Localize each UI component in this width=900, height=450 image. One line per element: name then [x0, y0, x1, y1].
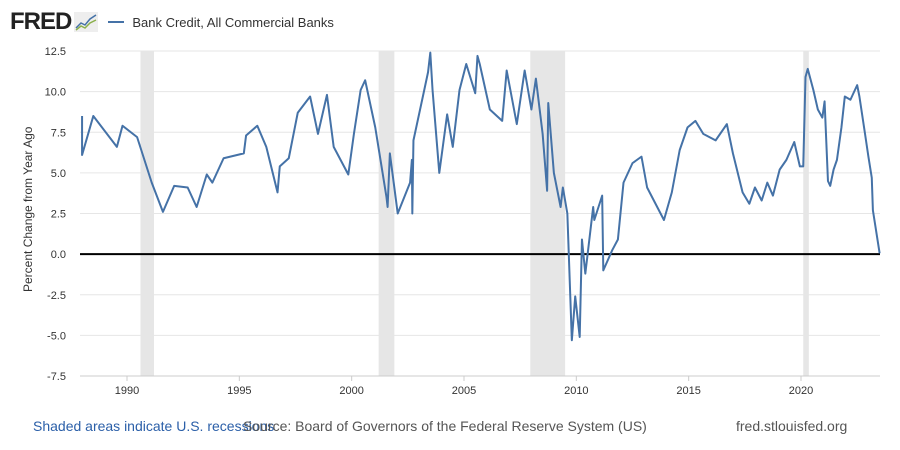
legend-swatch — [108, 21, 125, 23]
y-tick-label: -7.5 — [47, 371, 66, 383]
x-tick-label: 2005 — [452, 385, 476, 397]
series-line — [81, 51, 881, 342]
x-tick-label: 2000 — [339, 385, 363, 397]
y-tick-label: 5.0 — [51, 168, 66, 180]
header: FRED Bank Credit, All Commercial Banks — [10, 8, 334, 36]
legend: Bank Credit, All Commercial Banks — [108, 15, 334, 30]
x-tick-label: 2020 — [789, 385, 813, 397]
fred-logo[interactable]: FRED — [10, 8, 72, 35]
x-tick-label: 1990 — [115, 385, 139, 397]
source-text: Source: Board of Governors of the Federa… — [243, 418, 647, 434]
y-tick-label: 12.5 — [45, 46, 66, 58]
y-tick-label: -2.5 — [47, 290, 66, 302]
recession-note-link[interactable]: Shaded areas indicate U.S. recessions — [33, 418, 275, 434]
y-tick-label: 10.0 — [45, 87, 66, 99]
x-tick-label: 2010 — [564, 385, 588, 397]
line-chart: 12.5 10.0 7.5 5.0 2.5 0.0 -2.5 -5.0 -7.5 1990 1995… — [45, 46, 881, 397]
x-tick-label: 1995 — [227, 385, 251, 397]
site-link[interactable]: fred.stlouisfed.org — [736, 418, 848, 434]
y-tick-label: 7.5 — [51, 127, 66, 139]
y-tick-label: -5.0 — [47, 330, 66, 342]
y-tick-label: 0.0 — [51, 249, 66, 261]
fred-chart-icon — [74, 12, 99, 32]
y-tick-label: 2.5 — [51, 209, 66, 221]
x-tick-label: 2015 — [676, 385, 700, 397]
legend-label: Bank Credit, All Commercial Banks — [132, 14, 334, 30]
